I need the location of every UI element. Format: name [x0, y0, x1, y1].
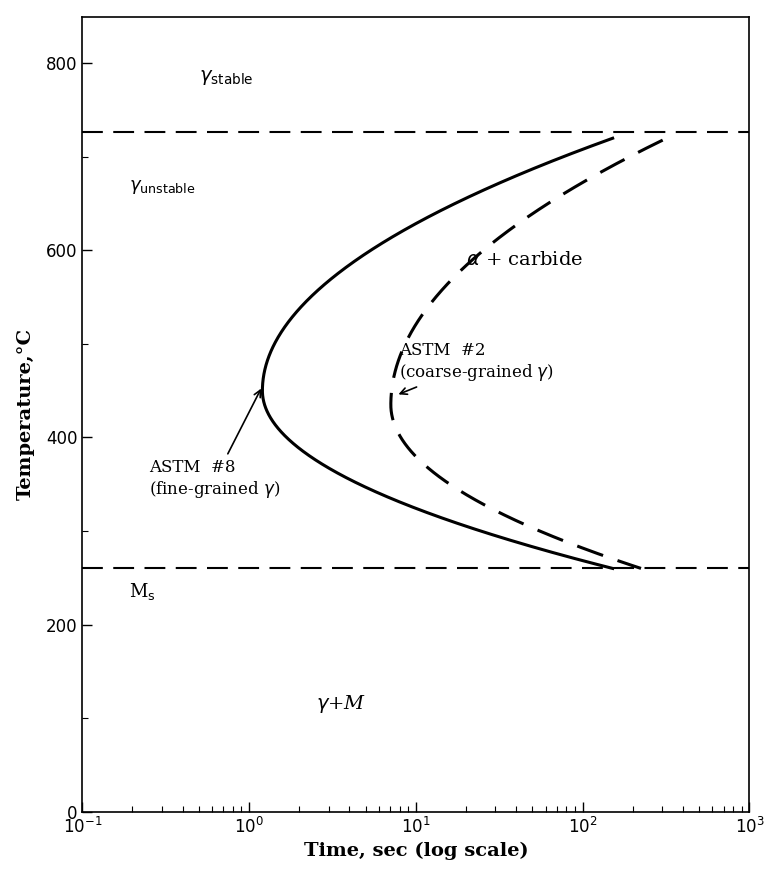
Text: $\gamma_{\rm stable}$: $\gamma_{\rm stable}$ — [199, 68, 254, 87]
Text: ASTM  #8
(fine-grained $\gamma$): ASTM #8 (fine-grained $\gamma$) — [149, 390, 280, 500]
Text: $\gamma_{\rm unstable}$: $\gamma_{\rm unstable}$ — [129, 178, 195, 196]
X-axis label: Time, sec (log scale): Time, sec (log scale) — [304, 842, 528, 860]
Text: M$_{\rm s}$: M$_{\rm s}$ — [129, 581, 155, 602]
Text: ASTM  #2
(coarse-grained $\gamma$): ASTM #2 (coarse-grained $\gamma$) — [399, 342, 554, 395]
Y-axis label: Temperature,°C: Temperature,°C — [16, 328, 34, 500]
Text: $\gamma$+M: $\gamma$+M — [316, 693, 366, 715]
Text: $\alpha$ + carbide: $\alpha$ + carbide — [466, 251, 583, 269]
